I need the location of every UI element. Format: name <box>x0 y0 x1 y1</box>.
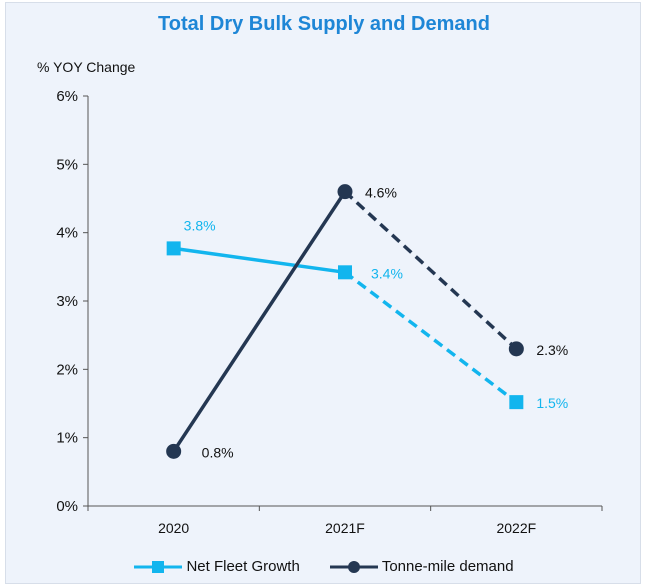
data-label-tonne-mile-demand: 0.8% <box>202 444 234 460</box>
y-tick-label: 3% <box>56 293 78 310</box>
data-point-net-fleet-growth <box>338 265 352 280</box>
data-point-tonne-mile-demand <box>337 184 353 200</box>
y-tick-label: 4% <box>56 225 78 242</box>
legend-item-net-fleet-growth: Net Fleet Growth <box>134 558 300 575</box>
x-tick-label: 2021F <box>325 520 365 536</box>
data-label-net-fleet-growth: 1.5% <box>536 395 568 411</box>
data-point-tonne-mile-demand <box>166 443 182 459</box>
y-tick-label: 5% <box>56 156 78 173</box>
x-tick-label: 2022F <box>496 520 536 536</box>
legend-item-tonne-mile-demand: Tonne-mile demand <box>329 558 514 575</box>
x-tick-label: 2020 <box>158 520 189 536</box>
chart-panel: Total Dry Bulk Supply and Demand % YOY C… <box>5 2 641 584</box>
legend-circle-marker-icon <box>329 560 378 573</box>
legend-label-net-fleet-growth: Net Fleet Growth <box>186 558 300 575</box>
chart-title: Total Dry Bulk Supply and Demand <box>158 13 490 35</box>
y-axis-label: % YOY Change <box>37 59 136 75</box>
legend-square-marker-icon <box>134 560 183 573</box>
data-label-net-fleet-growth: 3.8% <box>184 217 216 233</box>
series-line-net-fleet-growth <box>173 246 346 275</box>
chart-plot: 0% 1% 2% 3% 4% 5% 6% 2020 2021F 2022F 3.8% 3.4% 1.5%… <box>56 88 603 536</box>
series-line-tonne-mile-demand <box>172 190 347 453</box>
data-point-net-fleet-growth <box>509 395 524 410</box>
y-tick-label: 0% <box>56 498 78 515</box>
data-label-net-fleet-growth: 3.4% <box>371 265 403 281</box>
y-tick-label: 6% <box>56 88 78 105</box>
series-line-tonne-mile-demand <box>343 190 518 351</box>
data-point-tonne-mile-demand <box>508 341 524 357</box>
y-tick-label: 2% <box>56 361 78 378</box>
series-line-net-fleet-growth <box>343 270 518 404</box>
legend-label-tonne-mile-demand: Tonne-mile demand <box>381 558 514 575</box>
y-tick-label: 1% <box>56 430 78 447</box>
data-label-tonne-mile-demand: 4.6% <box>365 185 397 201</box>
data-point-net-fleet-growth <box>166 241 181 256</box>
legend: Net Fleet Growth Tonne-mile demand <box>6 558 642 575</box>
data-label-tonne-mile-demand: 2.3% <box>536 342 568 358</box>
